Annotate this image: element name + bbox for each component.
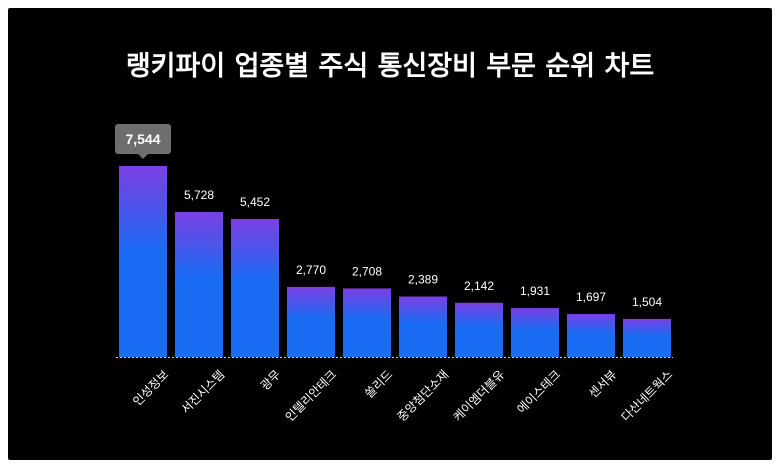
bar — [399, 296, 447, 357]
value-label: 1,697 — [576, 290, 606, 304]
value-label: 1,931 — [520, 284, 550, 298]
x-tick-label: 다산네트웍스 — [619, 367, 676, 424]
value-tooltip: 7,544 — [115, 124, 171, 159]
bar — [623, 318, 671, 357]
value-label: 1,504 — [632, 295, 662, 309]
x-tick-label: 에이스테크 — [514, 367, 563, 416]
x-tick-label: 광무 — [258, 367, 284, 393]
value-label: 7,544 — [125, 131, 160, 147]
value-label: 2,142 — [464, 279, 494, 293]
bar — [175, 211, 223, 357]
x-tick-label: 센서뷰 — [586, 367, 619, 400]
bar — [343, 288, 391, 357]
value-label: 2,708 — [352, 264, 382, 278]
bar — [511, 308, 559, 357]
x-tick-label: 인텔리안테크 — [283, 367, 340, 424]
x-tick-label: 쏠리드 — [362, 367, 395, 400]
bar — [119, 166, 167, 357]
x-tick-label: 케이엠더블유 — [451, 367, 508, 424]
x-tick-label: 인성정보 — [130, 367, 171, 408]
bar — [287, 286, 335, 357]
bar — [455, 302, 503, 357]
x-tick-label: 중앙첨단소재 — [395, 367, 452, 424]
bar — [567, 314, 615, 357]
value-label: 2,389 — [408, 273, 438, 287]
x-tick-label: 서진시스템 — [178, 367, 227, 416]
chart-title: 랭키파이 업종별 주식 통신장비 부문 순위 차트 — [125, 51, 655, 82]
value-label: 2,770 — [296, 263, 326, 277]
value-label: 5,452 — [240, 195, 270, 209]
value-label: 5,728 — [184, 188, 214, 202]
bar — [231, 218, 279, 357]
